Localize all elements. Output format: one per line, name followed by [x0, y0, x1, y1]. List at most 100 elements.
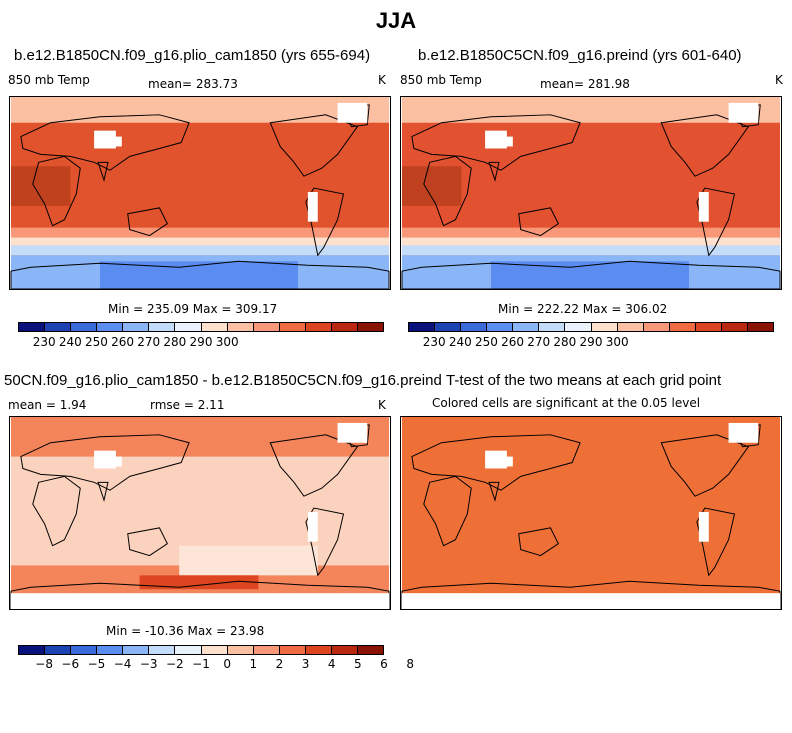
colorbar-tick-label: 2	[275, 657, 284, 671]
panel-1-map	[9, 96, 391, 290]
masked-region	[10, 593, 390, 609]
colorbar-swatch	[331, 323, 359, 331]
panel-3-map	[9, 416, 391, 610]
map-svg	[401, 417, 781, 609]
eurasia-coastline	[411, 114, 581, 171]
eurasia-coastline	[20, 434, 190, 491]
colorbar-swatch	[617, 323, 644, 331]
colorbar-swatch	[253, 323, 280, 331]
colorbar-swatch	[721, 323, 749, 331]
panel-2-variable-label: 850 mb Temp	[400, 73, 482, 87]
australia-coastline	[127, 527, 168, 557]
panel-1-mean-label: mean= 283.73	[148, 77, 238, 91]
india-coastline	[488, 161, 500, 182]
masked-region	[698, 192, 709, 222]
africa-coastline	[423, 475, 472, 547]
masked-region	[500, 136, 513, 147]
colorbar-swatch	[253, 646, 280, 654]
colorbar-swatch	[45, 323, 72, 331]
colorbar-swatch	[643, 323, 670, 331]
panel-2-minmax: Min = 222.22 Max = 306.02	[498, 302, 668, 316]
figure-title: JJA	[375, 8, 417, 33]
south-america-coastline	[305, 507, 345, 577]
eurasia-coastline	[411, 434, 581, 491]
colorbar-swatch	[19, 646, 46, 654]
panel-2-units-label: K	[775, 73, 783, 87]
colorbar-tick-label: −6	[61, 657, 80, 671]
masked-region	[109, 136, 122, 147]
colorbar-tick-label: −2	[165, 657, 184, 671]
masked-region	[728, 422, 759, 443]
masked-region	[728, 102, 759, 123]
colorbar-swatch	[123, 646, 150, 654]
colorbar-swatch	[149, 646, 176, 654]
colorbar-swatch	[358, 646, 384, 654]
colorbar-tick-label: 280	[553, 335, 577, 349]
colorbar-swatch	[513, 323, 540, 331]
panel-3-title: 50CN.f09_g16.plio_cam1850 - b.e12.B1850C…	[4, 372, 442, 389]
panel-1-colorbar	[18, 322, 384, 332]
colorbar-tick-label: 250	[84, 335, 108, 349]
colorbar-tick-label: −3	[139, 657, 158, 671]
colorbar-swatch	[227, 646, 254, 654]
colorbar-swatch	[19, 323, 46, 331]
masked-region	[337, 422, 368, 443]
colorbar-swatch	[97, 323, 124, 331]
north-america-coastline	[660, 434, 750, 497]
masked-region	[307, 512, 318, 542]
panel-2-mean-label: mean= 281.98	[540, 77, 630, 91]
colorbar-tick-label: 1	[249, 657, 258, 671]
antarctica-coastline	[10, 260, 390, 289]
india-coastline	[488, 481, 500, 502]
colorbar-tick-label: 4	[327, 657, 336, 671]
colorbar-tick-label: 250	[474, 335, 498, 349]
colorbar-swatch	[305, 646, 332, 654]
colorbar-swatch	[175, 323, 202, 331]
north-america-coastline	[660, 114, 750, 177]
australia-coastline	[518, 207, 559, 237]
colorbar-swatch	[149, 323, 176, 331]
colorbar-tick-label: 290	[189, 335, 213, 349]
colorbar-swatch	[461, 323, 488, 331]
masked-region	[307, 192, 318, 222]
colorbar-swatch	[695, 323, 722, 331]
panel-1-colorbar-ticks: 230 240 250 260 270 280 290 300	[18, 335, 384, 351]
colorbar-tick-label: 240	[448, 335, 472, 349]
africa-coastline	[423, 155, 472, 227]
colorbar-tick-label: −8	[35, 657, 53, 671]
north-america-coastline	[269, 114, 359, 177]
colorbar-tick-label: 0	[223, 657, 231, 671]
south-america-coastline	[696, 507, 736, 577]
colorbar-tick-label: 230	[422, 335, 446, 349]
colorbar-swatch	[669, 323, 696, 331]
colorbar-swatch	[748, 323, 774, 331]
india-coastline	[97, 161, 109, 182]
colorbar-tick-label: 300	[605, 335, 629, 349]
colorbar-swatch	[71, 646, 98, 654]
panel-2-colorbar	[408, 322, 774, 332]
masked-region	[500, 456, 513, 467]
colorbar-swatch	[279, 646, 306, 654]
colorbar-tick-label: 8	[406, 657, 414, 671]
colorbar-swatch	[409, 323, 436, 331]
masked-region	[337, 102, 368, 123]
africa-coastline	[32, 155, 81, 227]
colorbar-tick-label: 230	[32, 335, 56, 349]
colorbar-swatch	[123, 323, 150, 331]
north-america-coastline	[269, 434, 359, 497]
colorbar-swatch	[331, 646, 359, 654]
panel-3-units-label: K	[378, 398, 386, 412]
colorbar-tick-label: −1	[192, 657, 210, 671]
eurasia-coastline	[20, 114, 190, 171]
panel-1-units-label: K	[378, 73, 386, 87]
panel-1-title: b.e12.B1850CN.f09_g16.plio_cam1850 (yrs …	[14, 47, 371, 64]
panel-4-subtitle: Colored cells are significant at the 0.0…	[432, 396, 701, 410]
colorbar-tick-label: 260	[111, 335, 135, 349]
colorbar-tick-label: 280	[163, 335, 187, 349]
panel-3-minmax: Min = -10.36 Max = 23.98	[106, 624, 265, 638]
colorbar-swatch	[175, 646, 202, 654]
panel-4-title: T-test of the two means at each grid poi…	[446, 372, 722, 389]
masked-region	[698, 512, 709, 542]
colorbar-tick-label: −4	[113, 657, 132, 671]
colorbar-swatch	[305, 323, 332, 331]
